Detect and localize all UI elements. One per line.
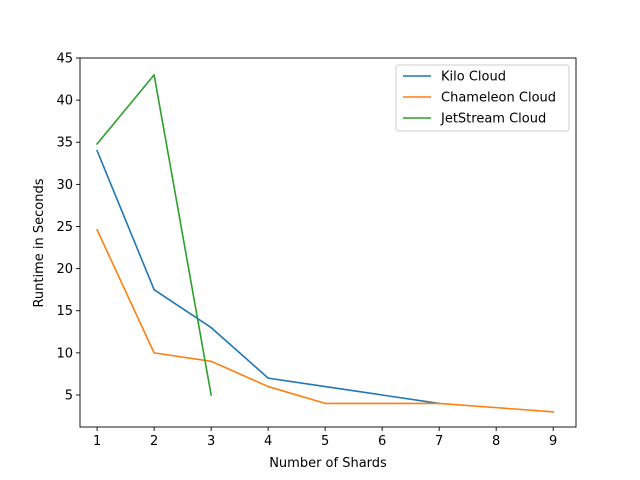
x-tick-label: 4 [264, 434, 272, 449]
y-tick-label: 45 [56, 52, 73, 67]
x-tick-label: 3 [207, 434, 215, 449]
x-tick-label: 1 [93, 434, 101, 449]
y-tick-label: 15 [56, 304, 73, 319]
x-tick-label: 6 [378, 434, 386, 449]
series-line-3 [95, 74, 213, 396]
y-tick-label: 40 [56, 94, 73, 109]
series-line-1 [96, 149, 441, 405]
axes-frame [79, 57, 577, 428]
legend-entry: Chameleon Cloud [441, 91, 556, 106]
legend-entry: Kilo Cloud [441, 70, 506, 85]
y-tick-label: 30 [56, 178, 73, 193]
x-tick-label: 2 [150, 434, 158, 449]
y-axis-label: Runtime in Seconds [32, 178, 47, 307]
legend-entry: JetStream Cloud [440, 112, 546, 127]
series-lines [95, 74, 555, 413]
x-tick-label: 5 [321, 434, 329, 449]
series-line-2 [96, 228, 555, 413]
legend: Kilo Cloud Chameleon Cloud JetStream Cloud [395, 64, 570, 132]
y-tick-label: 25 [56, 220, 73, 235]
x-tick-label: 7 [435, 434, 443, 449]
y-tick-label: 35 [56, 136, 73, 151]
x-axis-label: Number of Shards [269, 456, 387, 471]
y-tick-label: 10 [56, 346, 73, 361]
x-tick-label: 8 [492, 434, 500, 449]
y-tick-label: 5 [65, 388, 73, 403]
legend-box [395, 64, 570, 132]
x-tick-label: 9 [549, 434, 557, 449]
y-tick-label: 20 [56, 262, 73, 277]
